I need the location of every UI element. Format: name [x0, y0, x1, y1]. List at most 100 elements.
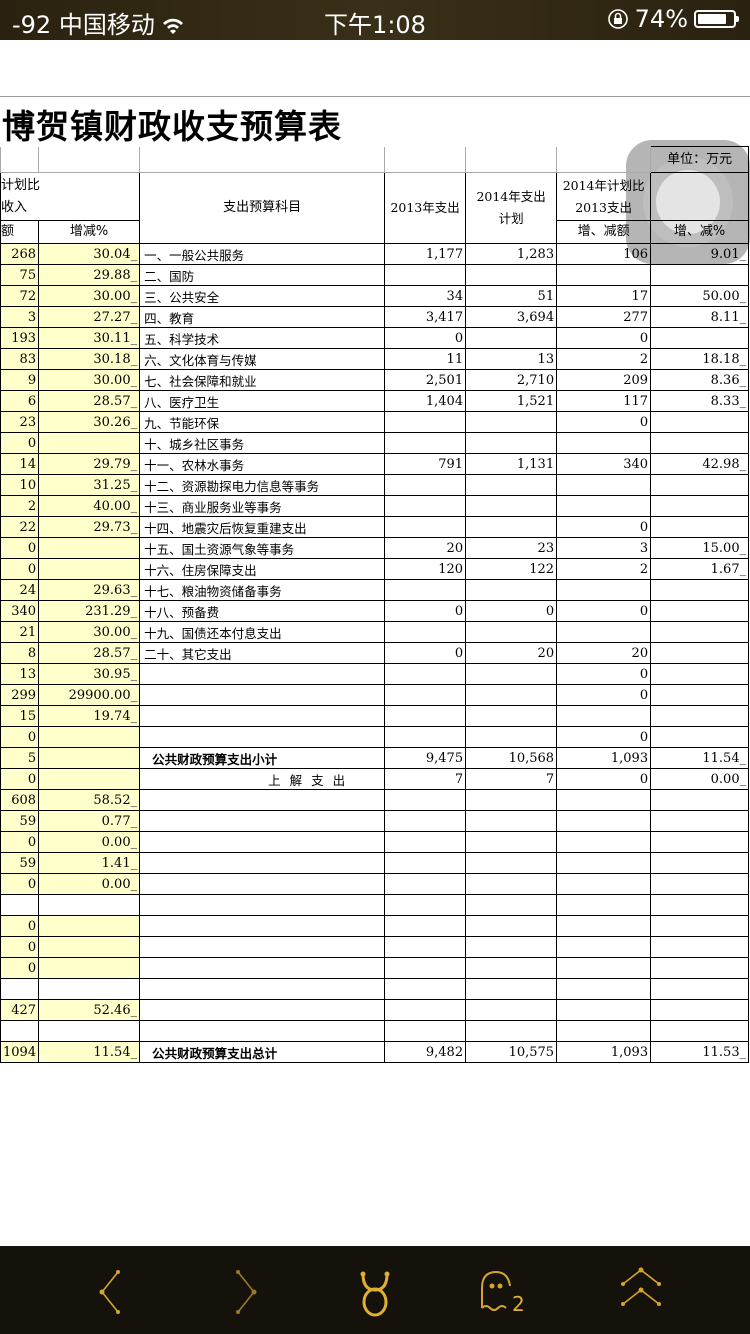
- cell-prior-amount: [0, 1020, 40, 1042]
- cell-change-pct: [650, 495, 750, 517]
- cell-change-pct: [650, 642, 750, 664]
- cell-plan-2014: [465, 915, 558, 937]
- cell-plan-2014: [465, 810, 558, 832]
- cell-prior-amount: 8: [0, 642, 40, 664]
- table-row: 72 30.00_ 三、公共安全 34 51 17 50.00_: [0, 285, 750, 307]
- table-row: 427 52.46_: [0, 999, 750, 1021]
- cell-change-pct: 11.54_: [650, 747, 750, 769]
- cell-change-pct: 1.67_: [650, 558, 750, 580]
- forward-button[interactable]: [214, 1264, 274, 1320]
- cell-exp-2013: [384, 705, 467, 727]
- cell-plan-2014: [465, 852, 558, 874]
- home-button[interactable]: [345, 1264, 405, 1320]
- cell-subject: [139, 663, 386, 685]
- tabs-button[interactable]: 2: [472, 1264, 532, 1320]
- cell-subject: 十六、住房保障支出: [139, 558, 386, 580]
- clock: 下午1:08: [324, 11, 426, 39]
- table-row: 83 30.18_ 六、文化体育与传媒 11 13 2 18.18_: [0, 348, 750, 370]
- cell-prior-pct: 0.77_: [38, 810, 141, 832]
- cell-prior-pct: 28.57_: [38, 642, 141, 664]
- ghost-badge: 2: [512, 1292, 525, 1316]
- double-chevron-up-icon: [621, 1267, 661, 1306]
- table-row: 0 上解支出 7 7 0 0.00_: [0, 768, 750, 790]
- cell-plan-2014: 51: [465, 285, 558, 307]
- cell-prior-pct: 27.27_: [38, 306, 141, 328]
- cell-exp-2013: [384, 915, 467, 937]
- table-row: 24 29.63_ 十七、粮油物资储备事务: [0, 579, 750, 601]
- table-row: 3 27.27_ 四、教育 3,417 3,694 277 8.11_: [0, 306, 750, 328]
- cell-subject: 十、城乡社区事务: [139, 432, 386, 454]
- bottom-toolbar: 2: [0, 1246, 750, 1334]
- cell-subject: [139, 852, 386, 874]
- table-row: 1094 11.54_ 公共财政预算支出总计 9,482 10,575 1,093 11.5…: [0, 1041, 750, 1063]
- cell-prior-pct: 30.04_: [38, 243, 141, 265]
- cell-change-pct: 8.33_: [650, 390, 750, 412]
- cell-prior-pct: [38, 936, 141, 958]
- cell-exp-2013: 34: [384, 285, 467, 307]
- cell-subject: [139, 684, 386, 706]
- cell-prior-amount: 0: [0, 873, 40, 895]
- cell-plan-2014: [465, 495, 558, 517]
- taurus-icon: [360, 1271, 390, 1317]
- cell-subject: 十三、商业服务业等事务: [139, 495, 386, 517]
- cell-prior-amount: 193: [0, 327, 40, 349]
- cell-change-amount: [556, 831, 652, 853]
- table-row: 340 231.29_ 十八、预备费 0 0 0: [0, 600, 750, 622]
- table-row: 13 30.95_ 0: [0, 663, 750, 685]
- cell-change-amount: [556, 810, 652, 832]
- cell-plan-2014: 20: [465, 642, 558, 664]
- cell-plan-2014: [465, 579, 558, 601]
- back-button[interactable]: [82, 1264, 142, 1320]
- cell-prior-pct: 0.00_: [38, 873, 141, 895]
- cell-plan-2014: [465, 474, 558, 496]
- cell-change-amount: 117: [556, 390, 652, 412]
- table-row: 0 0.00_: [0, 873, 750, 895]
- cell-exp-2013: [384, 663, 467, 685]
- cell-change-pct: [650, 894, 750, 916]
- cell-change-amount: [556, 579, 652, 601]
- cell-prior-amount: [0, 978, 40, 1000]
- table-row: 15 19.74_: [0, 705, 750, 727]
- cell-subject: 八、医疗卫生: [139, 390, 386, 412]
- cell-plan-2014: [465, 789, 558, 811]
- chevron-left-icon: [99, 1270, 120, 1314]
- table-row: 75 29.88_ 二、国防: [0, 264, 750, 286]
- cell-change-pct: [650, 264, 750, 286]
- cell-exp-2013: 7: [384, 768, 467, 790]
- cell-prior-amount: 608: [0, 789, 40, 811]
- cell-change-pct: [650, 516, 750, 538]
- cell-change-amount: 0: [556, 663, 652, 685]
- cell-exp-2013: 0: [384, 642, 467, 664]
- cell-subject: 三、公共安全: [139, 285, 386, 307]
- cell-plan-2014: [465, 894, 558, 916]
- cell-prior-amount: 72: [0, 285, 40, 307]
- cell-change-pct: [650, 789, 750, 811]
- cell-plan-2014: [465, 684, 558, 706]
- status-bar: -92 中国移动 下午1:08 74%: [0, 0, 750, 40]
- battery-icon: [694, 10, 739, 28]
- cell-change-pct: [650, 1020, 750, 1042]
- cell-change-pct: 15.00_: [650, 537, 750, 559]
- cell-prior-amount: 15: [0, 705, 40, 727]
- cell-prior-pct: 19.74_: [38, 705, 141, 727]
- cell-change-pct: [650, 936, 750, 958]
- subheader-row: 额 增减% 增、减额 增、减%: [0, 220, 750, 244]
- carrier: 中国移动: [58, 11, 155, 39]
- header-left-pct: 增减%: [38, 220, 141, 244]
- cell-change-amount: 0: [556, 684, 652, 706]
- cell-change-pct: [650, 411, 750, 433]
- header-left-group: 计划比 收入: [0, 172, 141, 221]
- table-row: 59 0.77_: [0, 810, 750, 832]
- cell-plan-2014: [465, 1020, 558, 1042]
- header-compare: 2014年计划比 2013支出: [556, 172, 652, 221]
- table-row: 0 0.00_: [0, 831, 750, 853]
- cell-change-pct: [650, 663, 750, 685]
- cell-prior-pct: 30.11_: [38, 327, 141, 349]
- scroll-top-button[interactable]: [611, 1264, 671, 1320]
- cell-exp-2013: 0: [384, 327, 467, 349]
- cell-exp-2013: 11: [384, 348, 467, 370]
- cell-prior-pct: 30.00_: [38, 285, 141, 307]
- cell-subject: 十四、地震灾后恢复重建支出: [139, 516, 386, 538]
- cell-exp-2013: 2,501: [384, 369, 467, 391]
- cell-exp-2013: 1,404: [384, 390, 467, 412]
